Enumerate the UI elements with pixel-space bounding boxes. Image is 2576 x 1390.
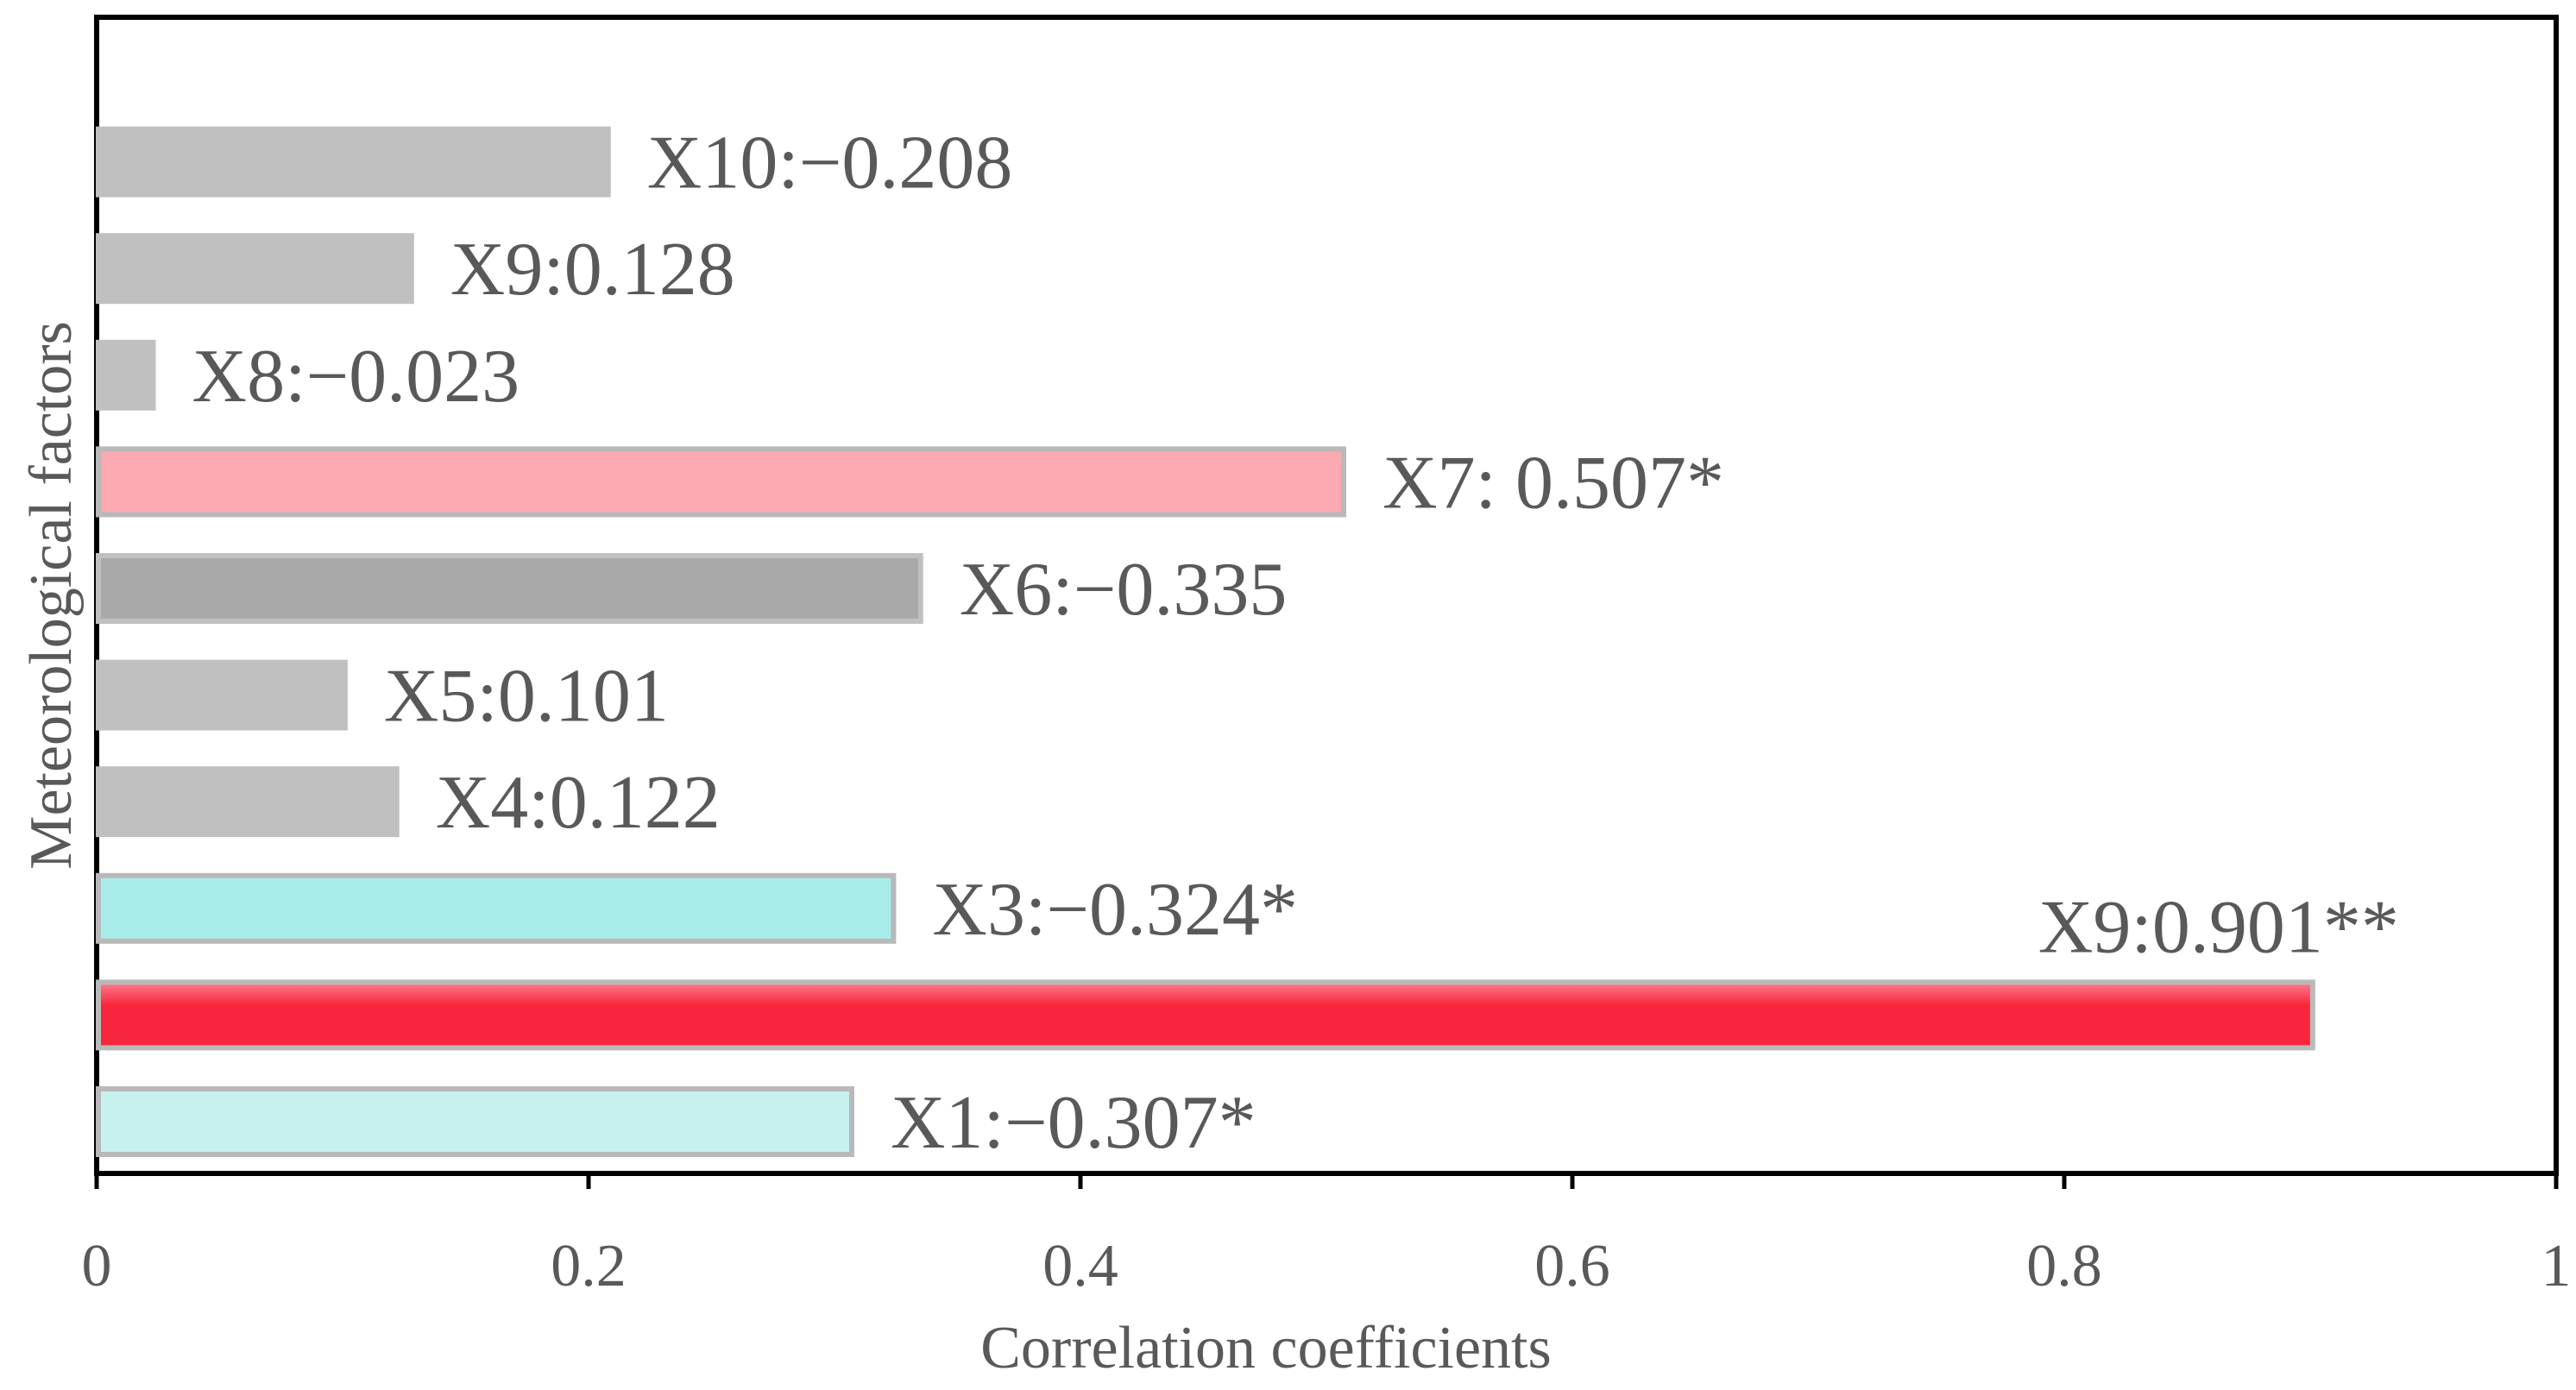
bar-label: X10:−0.208 xyxy=(647,122,1013,205)
bar-label: X6:−0.335 xyxy=(960,548,1288,632)
x-tick-label: 1 xyxy=(2541,1233,2572,1299)
bar xyxy=(96,766,400,838)
bar-label: X9:0.128 xyxy=(450,228,735,311)
x-tick-label: 0.8 xyxy=(2026,1233,2102,1299)
bar xyxy=(96,233,414,305)
x-tick-label: 0 xyxy=(82,1233,112,1299)
bar-label: X9:0.901** xyxy=(2038,885,2399,969)
bar-labels-layer: X1:−0.307* X9:0.901** X3:−0.324* X4:0.122 X5… xyxy=(192,122,2399,1165)
bars-layer xyxy=(96,126,2315,1157)
x-tick-label: 0.6 xyxy=(1534,1233,1610,1299)
x-tick-label: 0.2 xyxy=(551,1233,627,1299)
bar xyxy=(96,446,1346,518)
bar xyxy=(96,872,897,944)
x-axis-title: Correlation coefficients xyxy=(980,1315,1552,1381)
bar-label: X3:−0.324* xyxy=(932,868,1298,952)
bar xyxy=(96,659,348,731)
bar xyxy=(96,553,923,624)
bar-label: X1:−0.307* xyxy=(891,1081,1257,1165)
bar-label: X7: 0.507* xyxy=(1382,441,1724,525)
bar-label: X4:0.122 xyxy=(436,761,721,845)
bar xyxy=(96,339,156,411)
bar xyxy=(96,979,2315,1051)
y-axis-title: Meteorological factors xyxy=(18,321,85,870)
bar xyxy=(96,1086,854,1157)
x-axis-ticks: 0 0.2 0.4 0.6 0.8 1 xyxy=(82,1173,2572,1299)
x-tick-label: 0.4 xyxy=(1042,1233,1118,1299)
bar-label: X8:−0.023 xyxy=(192,335,520,418)
bar xyxy=(96,126,611,198)
bar-label: X5:0.101 xyxy=(384,655,669,739)
